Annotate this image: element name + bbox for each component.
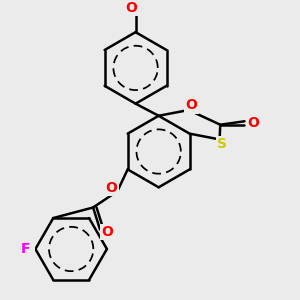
Text: O: O xyxy=(125,1,137,15)
Text: O: O xyxy=(186,98,197,112)
Text: O: O xyxy=(247,116,259,130)
Text: O: O xyxy=(101,225,113,239)
Text: O: O xyxy=(106,181,118,195)
Text: S: S xyxy=(218,137,227,151)
Text: F: F xyxy=(20,242,30,256)
